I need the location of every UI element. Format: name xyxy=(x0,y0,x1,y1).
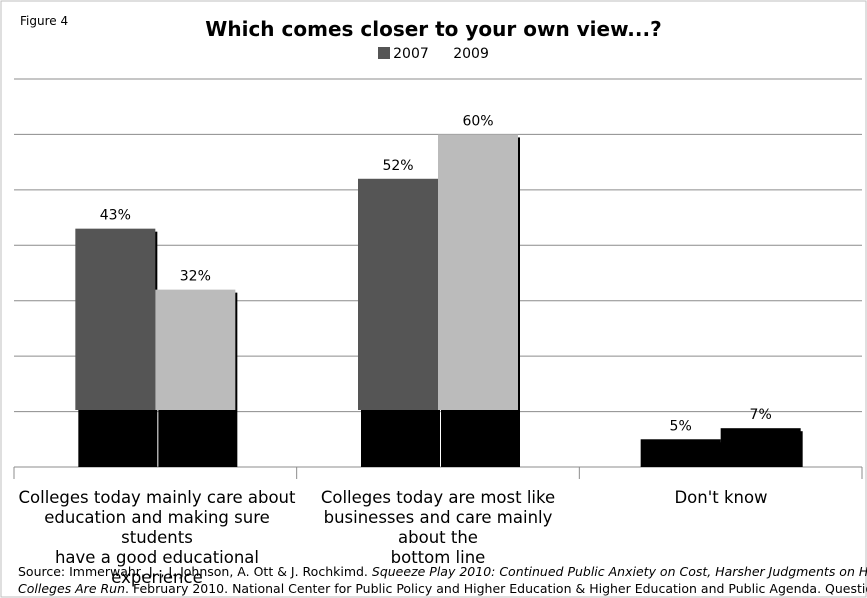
bar-2007 xyxy=(640,439,721,467)
source-note: Source: Immerwahr, J.., J. Johnson, A. O… xyxy=(18,563,867,597)
figure-label: Figure 4 xyxy=(20,14,69,28)
legend-swatch-2007 xyxy=(378,47,391,59)
category-line: education and making sure students xyxy=(44,508,270,547)
data-label: 7% xyxy=(750,407,772,423)
bar-2009 xyxy=(155,289,236,410)
category-line: Don't know xyxy=(674,488,768,507)
data-label: 32% xyxy=(180,269,211,285)
source-title: Squeeze Play 2010: Continued Public Anxi… xyxy=(371,564,867,579)
source-prefix: Source: Immerwahr, J.., J. Johnson, A. O… xyxy=(18,564,372,579)
category-line: bottom line xyxy=(390,548,486,567)
bar-2007 xyxy=(358,178,438,410)
data-label: 5% xyxy=(670,418,692,434)
source-title-cont: Colleges Are Run xyxy=(18,581,126,596)
category-label-care-about-education: Colleges today mainly care about educati… xyxy=(17,488,297,588)
category-line: Colleges today mainly care about xyxy=(18,488,296,507)
category-label-dont-know: Don't know xyxy=(581,488,861,508)
legend-item-2007: 2007 xyxy=(378,46,429,62)
source-suffix: . February 2010. National Center for Pub… xyxy=(125,581,867,596)
legend-item-2009: 2009 xyxy=(453,46,489,62)
bar-2007 xyxy=(75,228,156,410)
category-line: have a good educational experience xyxy=(54,548,260,587)
category-label-businesses: Colleges today are most like businesses … xyxy=(298,488,578,568)
category-line: businesses and care mainly about the xyxy=(323,508,553,547)
bar-2009 xyxy=(720,428,801,467)
bar-2009 xyxy=(438,134,518,410)
data-label: 52% xyxy=(382,158,413,174)
legend-label-2007: 2007 xyxy=(393,46,429,62)
category-line: Colleges today are most like xyxy=(320,488,556,507)
legend-label-2009: 2009 xyxy=(453,46,489,62)
chart-title: Which comes closer to your own view...? xyxy=(205,17,662,41)
data-label: 60% xyxy=(462,113,493,129)
data-label: 43% xyxy=(100,208,131,224)
chart-legend: 2007 2009 xyxy=(0,46,867,62)
